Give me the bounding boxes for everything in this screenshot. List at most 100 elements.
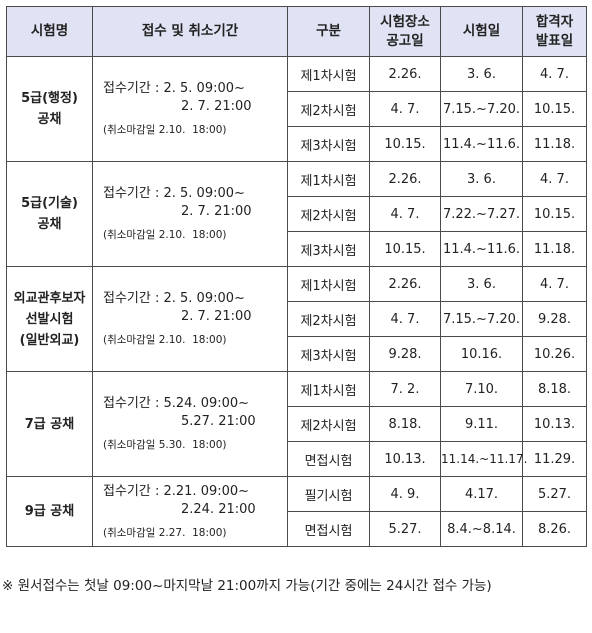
table-row: 면접시험 10.13. 11.14.~11.17. 11.29. <box>7 441 587 477</box>
table-row: 외교관후보자 선발시험 (일반외교) 접수기간 : 2. 5. 09:00~ 2… <box>6 266 587 372</box>
exam-name-cell: 5급(기술) 공채 <box>6 161 93 267</box>
header-stage: 구분 <box>287 6 370 57</box>
period-cell: 접수기간 : 2. 5. 09:00~ 2. 7. 21:00 (취소마감일 2… <box>92 266 288 372</box>
venue-date-cell: 9.28. <box>369 336 441 372</box>
table-row: 제3차시험 10.15. 11.4.~11.6. 11.18. <box>7 231 587 267</box>
result-date-cell: 4. 7. <box>522 56 587 92</box>
venue-date-cell: 10.15. <box>369 231 441 267</box>
venue-date-cell: 4. 7. <box>369 301 441 337</box>
period-line: 2.24. 21:00 <box>181 501 256 517</box>
result-date-cell: 9.28. <box>522 301 587 337</box>
result-date-cell: 10.13. <box>522 406 587 442</box>
result-date-cell: 8.18. <box>522 371 587 407</box>
exam-date-cell: 3. 6. <box>440 56 523 92</box>
exam-name-cell: 5급(행정) 공채 <box>6 56 93 162</box>
result-date-cell: 11.29. <box>522 441 587 477</box>
result-date-cell: 11.18. <box>522 231 587 267</box>
venue-date-cell: 4. 7. <box>369 196 441 232</box>
exam-schedule-table: 시험명 접수 및 취소기간 구분 시험장소 공고일 시험일 합격자 발표일 5급… <box>6 6 587 547</box>
period-line: 2. 7. 21:00 <box>181 204 252 219</box>
header-result: 합격자 발표일 <box>522 6 587 57</box>
period-line: 접수기간 : 2. 5. 09:00~ <box>103 291 245 306</box>
exam-date-cell: 11.4.~11.6. <box>440 126 523 162</box>
period-line: 접수기간 : 2. 5. 09:00~ <box>103 186 245 201</box>
exam-name-line: 외교관후보자 <box>13 290 86 306</box>
exam-name-line: 9급 공채 <box>24 504 75 519</box>
exam-date-cell: 3. 6. <box>440 161 523 197</box>
exam-name-line: 7급 공채 <box>24 416 75 432</box>
exam-date-cell: 11.4.~11.6. <box>440 231 523 267</box>
header-venue-line: 공고일 <box>386 32 424 49</box>
header-venue: 시험장소 공고일 <box>369 6 441 57</box>
header-exam: 시험명 <box>6 6 93 57</box>
table-row: 면접시험 5.27. 8.4.~8.14. 8.26. <box>7 511 587 547</box>
period-line: 2. 7. 21:00 <box>181 309 252 324</box>
cancel-deadline: (취소마감일 2.27. 18:00) <box>103 526 227 539</box>
stage-cell: 제2차시험 <box>287 301 370 337</box>
stage-cell: 면접시험 <box>287 441 370 477</box>
stage-cell: 제1차시험 <box>287 56 370 92</box>
exam-date-cell: 7.15.~7.20. <box>440 301 523 337</box>
table-row: 5급(행정) 공채 접수기간 : 2. 5. 09:00~ 2. 7. 21:0… <box>6 56 587 162</box>
period-cell: 접수기간 : 5.24. 09:00~ 5.27. 21:00 (취소마감일 5… <box>92 371 288 477</box>
venue-date-cell: 7. 2. <box>369 371 441 407</box>
exam-date-cell: 9.11. <box>440 406 523 442</box>
table-row: 제2차시험 4. 7. 7.22.~7.27. 10.15. <box>7 196 587 232</box>
venue-date-cell: 2.26. <box>369 266 441 302</box>
table-row: 제3차시험 9.28. 10.16. 10.26. <box>7 336 587 372</box>
table-row: 제2차시험 4. 7. 7.15.~7.20. 9.28. <box>7 301 587 337</box>
stage-cell: 제2차시험 <box>287 196 370 232</box>
result-date-cell: 4. 7. <box>522 161 587 197</box>
exam-name-line: (일반외교) <box>19 332 80 348</box>
result-date-cell: 10.15. <box>522 91 587 127</box>
cancel-deadline: (취소마감일 5.30. 18:00) <box>103 439 227 451</box>
header-period: 접수 및 취소기간 <box>92 6 288 57</box>
exam-date-cell: 7.15.~7.20. <box>440 91 523 127</box>
exam-date-cell: 10.16. <box>440 336 523 372</box>
period-line: 접수기간 : 2.21. 09:00~ <box>103 483 250 499</box>
period-line: 접수기간 : 2. 5. 09:00~ <box>103 81 245 96</box>
header-result-line: 발표일 <box>535 32 574 49</box>
result-date-cell: 10.15. <box>522 196 587 232</box>
header-result-line: 합격자 <box>535 13 574 30</box>
stage-cell: 제1차시험 <box>287 371 370 407</box>
cancel-deadline: (취소마감일 2.10. 18:00) <box>103 334 227 346</box>
stage-cell: 제2차시험 <box>287 91 370 127</box>
table-row: 5급(기술) 공채 접수기간 : 2. 5. 09:00~ 2. 7. 21:0… <box>6 161 587 267</box>
stage-cell: 제1차시험 <box>287 161 370 197</box>
period-line: 접수기간 : 5.24. 09:00~ <box>103 396 250 411</box>
exam-name-cell: 외교관후보자 선발시험 (일반외교) <box>6 266 93 372</box>
exam-name-cell: 7급 공채 <box>6 371 93 477</box>
stage-cell: 필기시험 <box>287 476 370 512</box>
period-line: 2. 7. 21:00 <box>181 99 252 114</box>
header-date: 시험일 <box>440 6 523 57</box>
exam-name-cell: 9급 공채 <box>6 476 93 547</box>
stage-cell: 제2차시험 <box>287 406 370 442</box>
cancel-deadline: (취소마감일 2.10. 18:00) <box>103 229 227 241</box>
footnote: ※ 원서접수는 첫날 09:00~마지막날 21:00까지 가능(기간 중에는 … <box>2 578 492 594</box>
period-cell: 접수기간 : 2. 5. 09:00~ 2. 7. 21:00 (취소마감일 2… <box>92 56 288 162</box>
exam-date-cell: 11.14.~11.17. <box>440 441 527 477</box>
stage-cell: 면접시험 <box>287 511 370 547</box>
exam-date-cell: 7.22.~7.27. <box>440 196 523 232</box>
result-date-cell: 10.26. <box>522 336 587 372</box>
stage-cell: 제1차시험 <box>287 266 370 302</box>
stage-cell: 제3차시험 <box>287 126 370 162</box>
table-row: 제3차시험 10.15. 11.4.~11.6. 11.18. <box>7 126 587 162</box>
venue-date-cell: 10.15. <box>369 126 441 162</box>
venue-date-cell: 10.13. <box>369 441 441 477</box>
exam-date-cell: 4.17. <box>440 476 523 512</box>
exam-date-cell: 7.10. <box>440 371 523 407</box>
venue-date-cell: 4. 9. <box>369 476 441 512</box>
result-date-cell: 8.26. <box>522 511 587 547</box>
table-row: 7급 공채 접수기간 : 5.24. 09:00~ 5.27. 21:00 (취… <box>6 371 587 477</box>
table-row: 제2차시험 8.18. 9.11. 10.13. <box>7 406 587 442</box>
venue-date-cell: 5.27. <box>369 511 441 547</box>
result-date-cell: 5.27. <box>522 476 587 512</box>
period-cell: 접수기간 : 2.21. 09:00~ 2.24. 21:00 (취소마감일 2… <box>92 476 288 547</box>
result-date-cell: 11.18. <box>522 126 587 162</box>
header-row: 시험명 접수 및 취소기간 구분 시험장소 공고일 시험일 합격자 발표일 <box>6 6 587 57</box>
period-cell: 접수기간 : 2. 5. 09:00~ 2. 7. 21:00 (취소마감일 2… <box>92 161 288 267</box>
table-row: 제2차시험 4. 7. 7.15.~7.20. 10.15. <box>7 91 587 127</box>
stage-cell: 제3차시험 <box>287 231 370 267</box>
